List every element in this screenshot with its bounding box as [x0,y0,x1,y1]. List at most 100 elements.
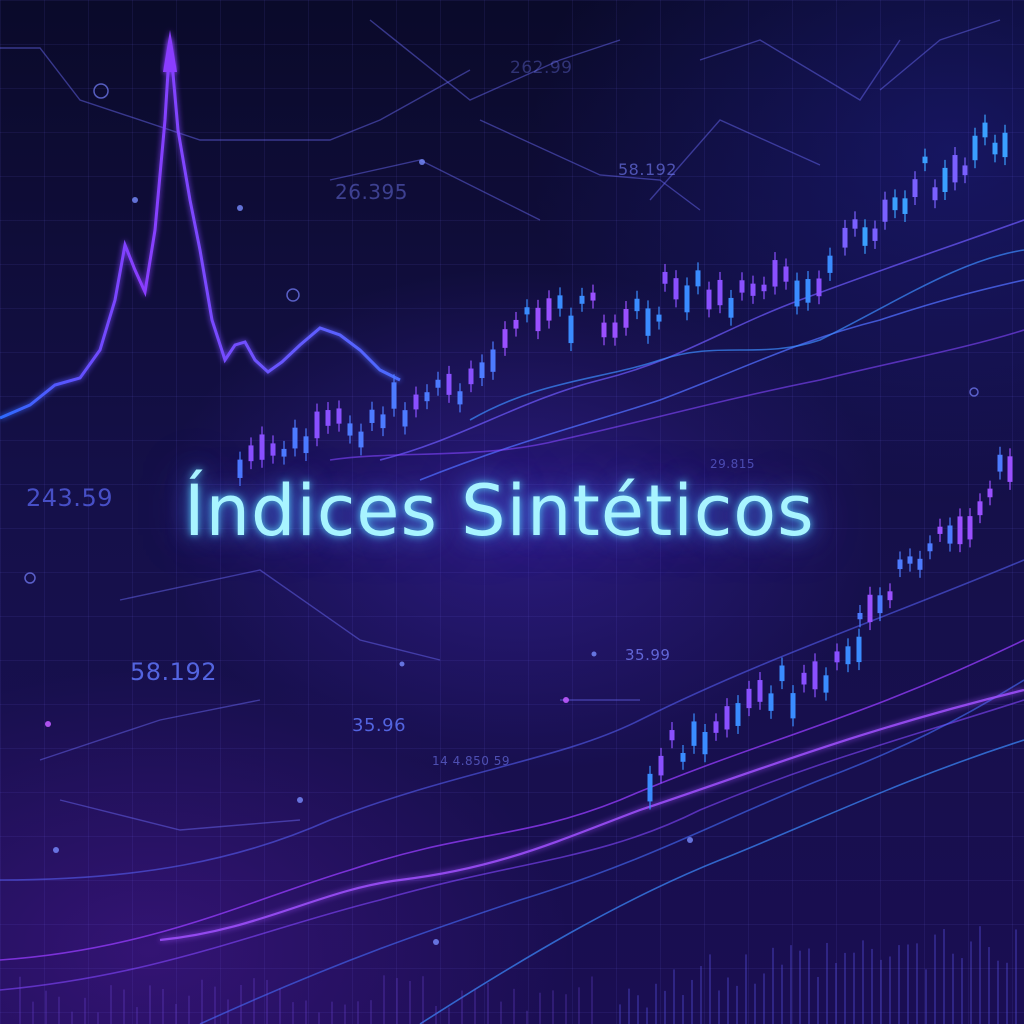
value-label: 58.192 [130,658,217,686]
dot [433,939,439,945]
candle-body [647,773,653,802]
candle-body [842,227,848,248]
candle-body [867,594,873,623]
candle-body [656,314,662,322]
candle-body [922,156,928,164]
candle-body [772,260,778,287]
candle-body [336,408,342,424]
candle-body [902,198,908,214]
candle-body [457,391,463,405]
candle-body [680,753,686,762]
candle-body [259,434,265,460]
circuit-line [369,19,621,101]
candle-body [568,315,574,344]
candle-body [579,295,585,304]
wave-line [0,639,1024,961]
candle-body [601,322,607,338]
candle-body [673,278,679,300]
wave-line [469,249,1024,421]
candle-body [927,543,933,552]
candle-body [724,706,730,730]
candle-body [856,636,862,663]
candle-body [982,122,988,138]
candle-body [706,289,712,310]
dot [687,837,693,843]
candle-body [997,454,1003,472]
candle-body [590,292,596,301]
dot [237,205,243,211]
candle-body [967,516,973,540]
candle-body [977,501,983,516]
value-label: 243.59 [26,484,113,512]
candle-body [912,179,918,198]
value-label: 26.395 [335,180,408,204]
candle-body [347,423,353,436]
spike-arrow [163,30,177,72]
dots [45,159,693,945]
candle-body [783,266,789,282]
ring [286,288,300,302]
ring [969,387,979,397]
circuit-line [119,569,441,661]
candlestick-group [237,114,1013,810]
candle-body [691,721,697,746]
candle-body [702,731,708,755]
candle-body [962,165,968,176]
candle-body [479,362,485,379]
wave-line [0,559,1024,881]
candle-body [862,227,868,246]
dot [53,847,59,853]
wave-line [159,688,1024,942]
candle-body [303,436,309,454]
candle-body [292,427,298,449]
value-label: 14 4.850 59 [432,754,511,768]
candle-body [634,298,640,312]
volume-bars [19,926,1017,1024]
candle-body [872,228,878,241]
candle-body [658,755,664,776]
wave-line [419,739,1024,1024]
circuit-line [879,19,1001,91]
candle-body [834,651,840,663]
candle-body [992,142,998,155]
candle-body [728,297,734,318]
candle-body [739,280,745,293]
value-label: 58.192 [618,160,677,179]
candle-body [557,295,563,309]
candle-body [957,516,963,545]
candle-body [768,693,774,711]
wave-line [419,279,1024,481]
candle-body [801,672,807,685]
candle-body [358,431,364,448]
circuit-line [59,799,301,831]
candle-body [281,448,287,457]
candle-body [446,373,452,395]
candle-body [695,270,701,287]
candle-body [684,285,690,313]
candle-body [805,279,811,303]
circuit-line [0,47,471,141]
candle-body [612,322,618,338]
candle-body [369,409,375,423]
candle-body [413,394,419,410]
candle-body [917,558,923,570]
candle-body [435,379,441,388]
candle-body [790,693,796,719]
candle-body [424,392,430,402]
candle-body [827,255,833,273]
candle-body [812,661,818,690]
candle-body [717,279,723,306]
wave-lines [0,219,1024,1024]
dot [399,661,405,667]
dot [45,721,51,727]
wave-line [199,679,1024,1024]
candle-body [546,298,552,321]
circuit-line [699,39,901,101]
circuit-lines [0,19,1001,831]
candle-body [750,283,756,296]
candle-body [623,309,629,328]
candle-body [852,219,858,229]
dot [419,159,425,165]
candle-body [937,526,943,534]
